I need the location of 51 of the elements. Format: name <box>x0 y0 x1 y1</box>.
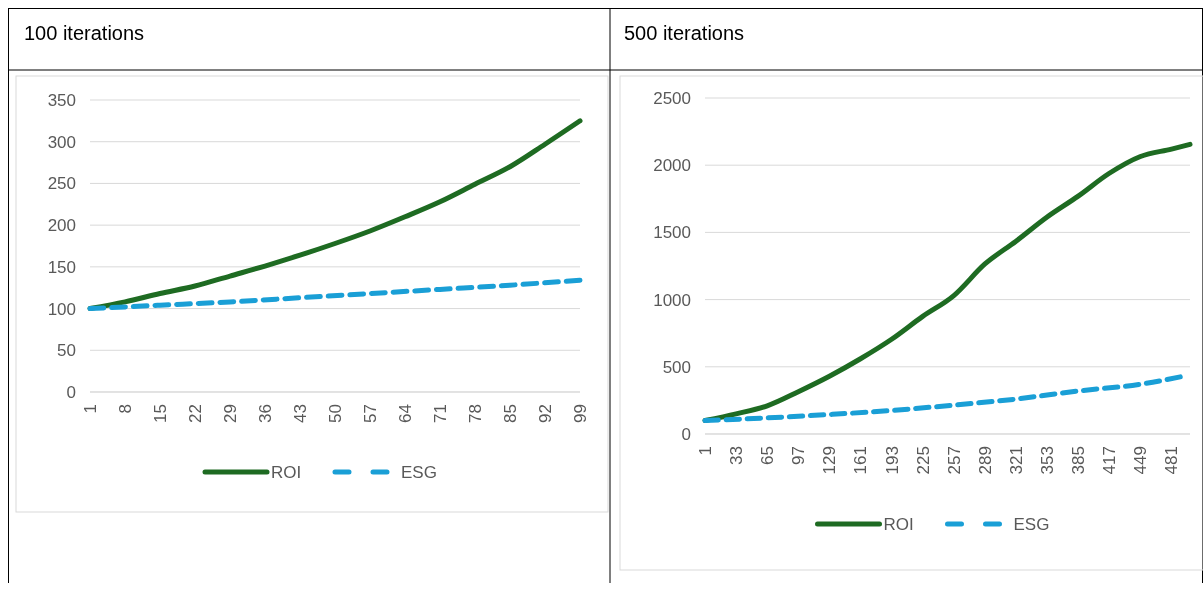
y-tick-label: 100 <box>47 299 76 319</box>
x-tick-label: 385 <box>1069 446 1089 475</box>
y-tick-label: 1000 <box>653 290 691 310</box>
y-tick-label: 50 <box>57 341 76 361</box>
y-tick-label: 150 <box>47 257 76 277</box>
x-tick-label: 15 <box>150 404 170 423</box>
x-tick-label: 85 <box>500 404 520 423</box>
x-tick-label: 129 <box>820 446 840 475</box>
y-tick-label: 1500 <box>653 223 691 243</box>
x-tick-label: 92 <box>535 404 555 423</box>
x-tick-label: 8 <box>115 404 135 414</box>
y-tick-label: 2000 <box>653 156 691 176</box>
x-tick-label: 321 <box>1006 446 1026 475</box>
x-tick-label: 97 <box>789 446 809 465</box>
x-tick-label: 43 <box>290 404 310 423</box>
y-tick-label: 500 <box>662 357 691 377</box>
x-tick-label: 257 <box>944 446 964 475</box>
x-tick-label: 161 <box>851 446 871 475</box>
x-tick-label: 57 <box>360 404 380 423</box>
x-tick-label: 65 <box>758 446 778 465</box>
legend-label: ROI <box>271 462 302 482</box>
y-tick-label: 200 <box>47 216 76 236</box>
legend-label: ESG <box>1013 514 1050 534</box>
x-tick-label: 417 <box>1100 446 1120 475</box>
x-tick-label: 29 <box>220 404 240 423</box>
x-tick-label: 50 <box>325 404 345 423</box>
legend-label: ESG <box>401 462 437 482</box>
x-tick-label: 225 <box>913 446 933 475</box>
x-tick-label: 99 <box>570 404 590 423</box>
x-tick-label: 193 <box>882 446 902 475</box>
chart-title: 500 iterations <box>624 22 745 44</box>
x-tick-label: 1 <box>695 446 715 456</box>
y-tick-label: 250 <box>47 174 76 194</box>
x-tick-label: 1 <box>80 404 100 414</box>
y-tick-label: 0 <box>66 382 76 402</box>
x-tick-label: 289 <box>975 446 995 475</box>
x-tick-label: 449 <box>1131 446 1151 475</box>
x-tick-label: 78 <box>465 404 485 423</box>
y-tick-label: 2500 <box>653 88 691 108</box>
chart-title: 100 iterations <box>24 22 145 44</box>
legend-label: ROI <box>883 514 914 534</box>
y-tick-label: 0 <box>681 424 691 444</box>
y-tick-label: 350 <box>47 90 76 110</box>
x-tick-label: 64 <box>395 404 415 423</box>
x-tick-label: 36 <box>255 404 275 423</box>
x-tick-label: 71 <box>430 404 450 423</box>
x-tick-label: 22 <box>185 404 205 423</box>
x-tick-label: 353 <box>1038 446 1058 475</box>
x-tick-label: 33 <box>727 446 747 465</box>
y-tick-label: 300 <box>47 132 76 152</box>
x-tick-label: 481 <box>1162 446 1182 475</box>
